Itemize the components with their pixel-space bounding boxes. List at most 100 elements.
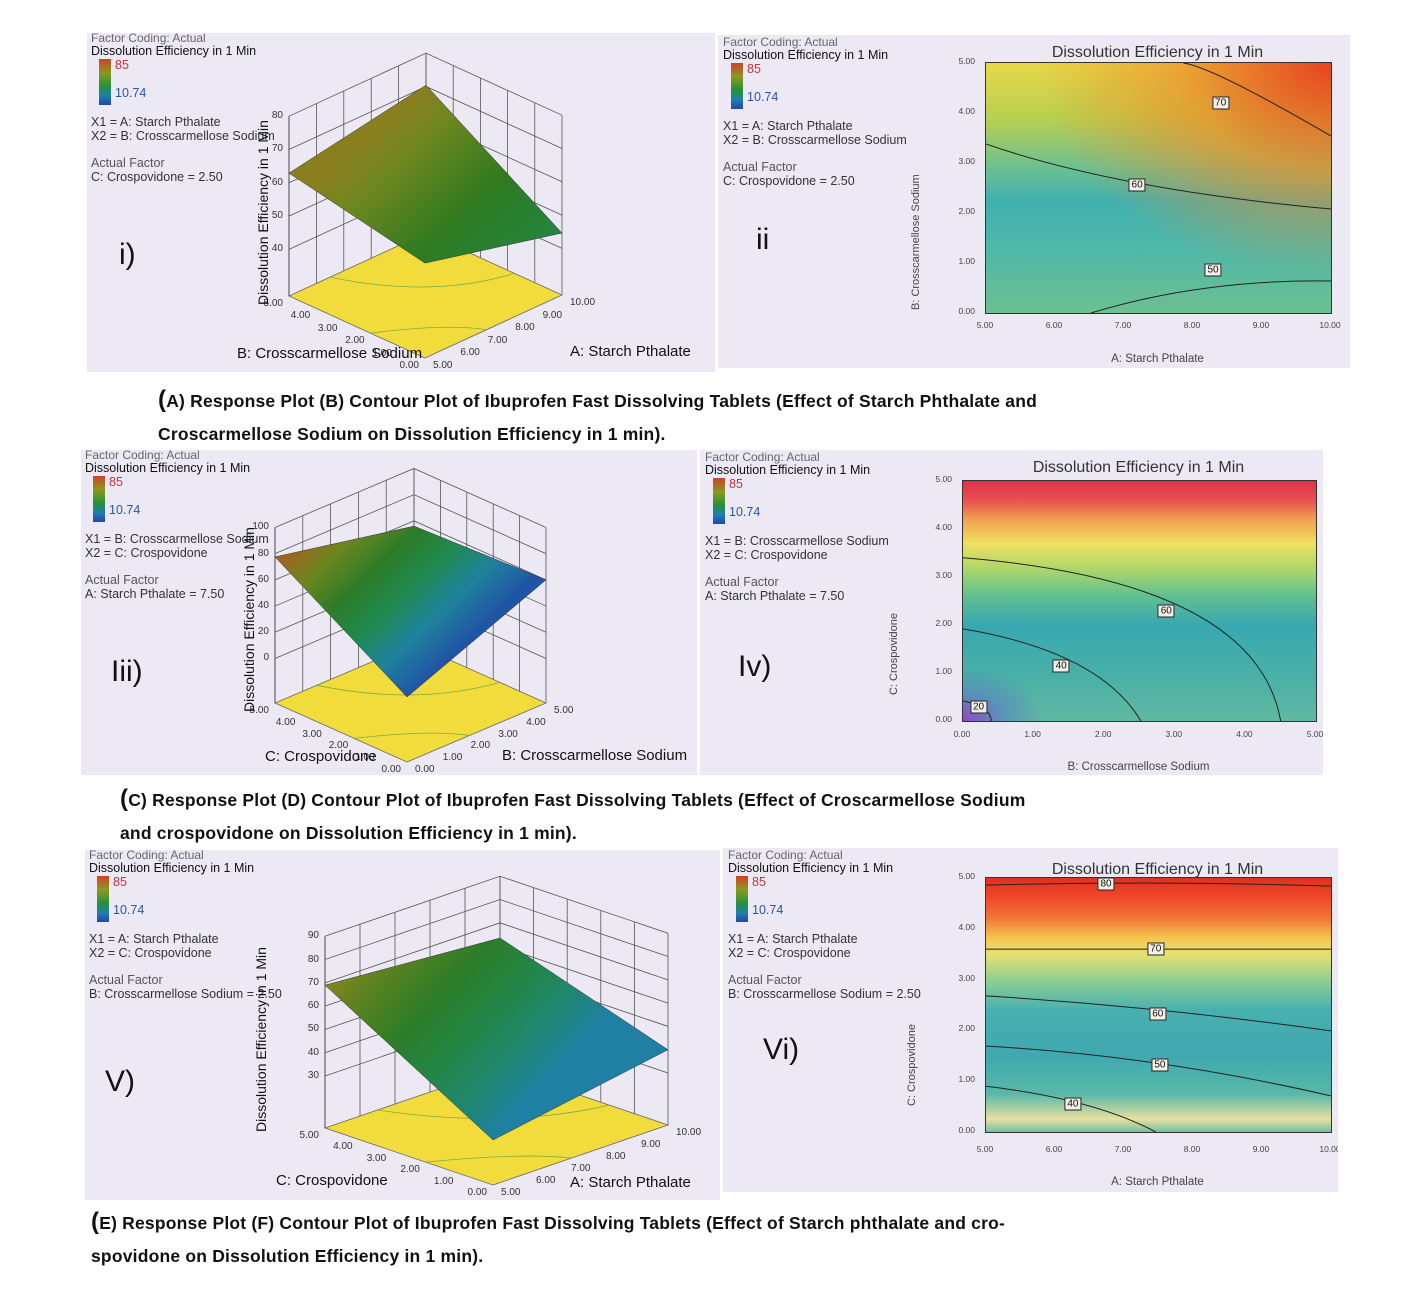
response-name: Dissolution Efficiency in 1 Min [85,461,251,475]
y-axis-label: C: Crospovidone [888,613,900,695]
response-name: Dissolution Efficiency in 1 Min [89,861,255,875]
z-tick-label: 60 [257,573,269,585]
x1-factor: X1 = B: Crosscarmellose Sodium [85,532,269,546]
factor-coding-label: Factor Coding: Actual [705,450,820,464]
y-tick-label: 2.00 [958,206,975,216]
actual-factor-title: Actual Factor [728,973,802,987]
legend-low-value: 10.74 [113,903,145,917]
contour-line [986,1085,1156,1132]
z-tick-label: 70 [307,976,319,988]
panel-label: Iv) [738,650,772,683]
surface-plot-svg [273,468,548,763]
x-axis-label: A: Starch Pthalate [1111,1176,1204,1188]
contour-plot-area: 70 60 50 [985,62,1332,314]
response-surface [324,937,669,1141]
x-axis-label: B: Crosscarmellose Sodium [1067,761,1210,773]
actual-factor-title: Actual Factor [91,156,165,170]
right-axis-tick-label: 1.00 [442,752,463,764]
caption-text: A) Response Plot (B) Contour Plot of Ibu… [166,391,1038,411]
x2-factor: X2 = B: Crosscarmellose Sodium [723,133,907,147]
y-tick-label: 5.00 [958,871,975,881]
caption-line: spovidone on Dissolution Efficiency in 1… [91,1246,484,1266]
color-legend-bar [99,59,111,105]
legend-high-value: 85 [752,875,766,889]
actual-factor-value: B: Crosscarmellose Sodium = 2.50 [89,987,282,1001]
right-axis-tick-label: 5.00 [554,705,574,716]
caption-text: E) Response Plot (F) Contour Plot of Ibu… [99,1213,1006,1233]
right-axis-tick-label: 7.00 [487,334,508,346]
contour-line [1090,280,1331,313]
color-legend-bar [93,476,105,522]
contour-lines-svg [986,63,1331,313]
left-axis-tick-label: 5.00 [249,705,269,716]
contour-level-label: 20 [969,700,988,714]
left-axis-tick-label: 5.00 [263,298,283,309]
z-tick-label: 40 [307,1046,319,1058]
response-surface [274,525,547,698]
legend-low-value: 10.74 [115,86,147,100]
z-tick-label: 40 [257,600,269,612]
right-axis-tick-label: 5.00 [501,1187,521,1198]
contour-line [963,628,1142,721]
y-tick-label: 0.00 [958,1125,975,1135]
contour-level-label: 70 [1212,96,1230,110]
factor-coding-label: Factor Coding: Actual [91,33,206,45]
x1-factor: X1 = A: Starch Pthalate [89,932,219,946]
x2-factor: X2 = C: Crospovidone [705,548,828,562]
caption-text: C) Response Plot (D) Contour Plot of Ibu… [128,790,1026,810]
actual-factor-value: B: Crosscarmellose Sodium = 2.50 [728,987,921,1001]
right-axis-tick-label: 10.00 [570,297,596,308]
x2-factor: X2 = C: Crospovidone [85,546,208,560]
x-axis-label: A: Starch Pthalate [1111,353,1204,365]
x-tick-label: 8.00 [1183,1144,1201,1154]
left-axis-label: C: Crospovidone [276,1172,388,1189]
actual-factor-title: Actual Factor [723,160,797,174]
x-tick-label: 1.00 [1024,729,1041,739]
z-tick-label: 50 [271,210,283,222]
x-tick-label: 5.00 [1306,729,1323,739]
y-tick-label: 1.00 [958,256,975,266]
contour-level-label: 60 [1128,178,1146,192]
legend-high-value: 85 [729,477,743,491]
x-tick-label: 3.00 [1165,729,1183,739]
y-tick-label: 4.00 [935,522,952,532]
y-tick-label: 0.00 [935,714,952,724]
actual-factor-title: Actual Factor [89,973,163,987]
right-axis-label: B: Crosscarmellose Sodium [502,747,688,764]
contour-level-label: 50 [1204,263,1222,276]
x-tick-label: 6.00 [1045,320,1063,330]
panel-label: Iii) [111,655,143,688]
floor-contour-line [425,1155,572,1163]
legend-low-value: 10.74 [109,503,141,517]
contour-level-label: 50 [1151,1058,1169,1072]
caption-line: (A) Response Plot (B) Contour Plot of Ib… [158,386,1037,414]
color-legend-bar [736,876,748,922]
right-axis-tick-label: 0.00 [415,764,435,775]
left-axis-tick-label: 0.00 [399,360,419,371]
caption-line: (C) Response Plot (D) Contour Plot of Ib… [120,785,1026,813]
right-axis-tick-label: 9.00 [641,1139,661,1150]
right-axis-tick-label: 8.00 [515,322,535,334]
caption-open-paren: ( [91,1208,100,1235]
factor-coding-label: Factor Coding: Actual [728,848,843,862]
contour-level-label: 60 [1149,1007,1167,1021]
left-axis-tick-label: 0.00 [381,764,401,775]
y-tick-label: 4.00 [958,106,975,116]
left-axis-tick-label: 3.00 [366,1152,387,1164]
contour-plot-area: 60 40 20 [962,480,1317,722]
left-axis-tick-label: 4.00 [275,716,296,728]
y-tick-label: 4.00 [958,921,975,932]
left-axis-tick-label: 4.00 [333,1141,353,1153]
actual-factor-value: A: Starch Pthalate = 7.50 [85,587,225,601]
panel-label: ii [756,223,770,256]
contour-lines-svg [963,557,1282,721]
x-tick-label: 7.00 [1114,320,1132,330]
left-axis-tick-label: 1.00 [433,1175,454,1187]
y-tick-label: 3.00 [958,972,975,983]
x1-factor: X1 = B: Crosscarmellose Sodium [705,534,889,548]
x-tick-label: 4.00 [1236,729,1253,739]
caption-line: Croscarmellose Sodium on Dissolution Eff… [158,424,666,444]
contour-plot-panel: Factor Coding: Actual Dissolution Efficie… [700,450,1323,775]
left-axis-tick-label: 2.00 [345,335,365,347]
z-tick-label: 80 [307,953,319,965]
